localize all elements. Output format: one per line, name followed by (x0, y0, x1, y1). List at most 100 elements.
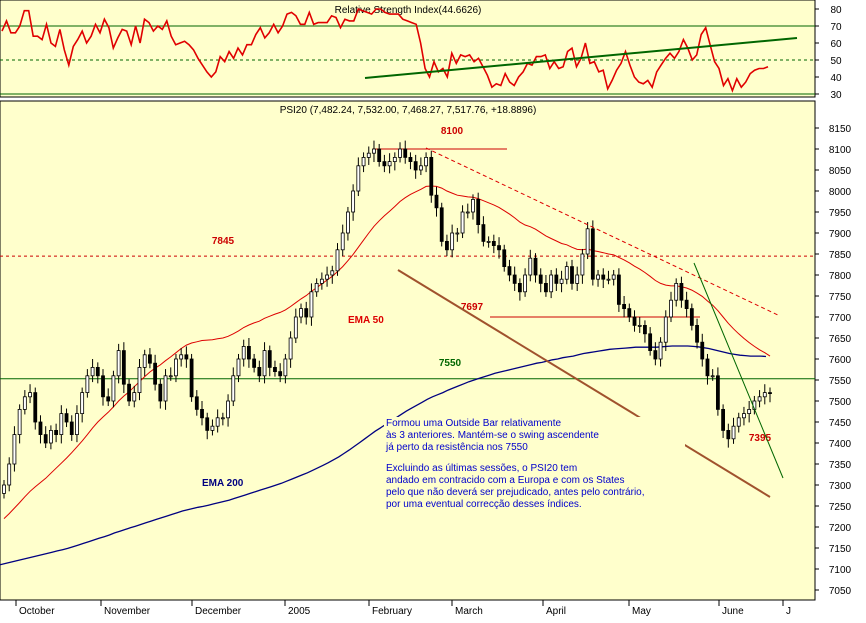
candle-body (148, 354, 152, 364)
candle-body (95, 366, 100, 377)
candle-body (283, 358, 288, 377)
candle-body (575, 274, 580, 284)
candle-body (596, 274, 600, 280)
candle-body (267, 350, 272, 368)
candle-body (669, 299, 673, 318)
price-tick-label: 8000 (829, 187, 852, 198)
candle-body (319, 278, 324, 284)
candle-body (632, 316, 637, 326)
candle-body (366, 152, 371, 158)
candle-body (742, 413, 746, 419)
candle-body (90, 366, 95, 377)
candle-body (236, 358, 241, 377)
x-axis: October November December 2005 February March… (0, 599, 815, 617)
candle-body (590, 228, 595, 280)
candle-body (33, 392, 38, 423)
x-tick-label: March (455, 606, 483, 617)
candle-body (17, 408, 22, 435)
price-tick-label: 7350 (829, 460, 852, 471)
price-tick-label: 7200 (829, 523, 852, 534)
candle-body (502, 249, 507, 268)
price-tick-label: 7450 (829, 418, 852, 429)
candle-body (22, 396, 27, 410)
candle-body (80, 392, 85, 415)
candle-body (679, 282, 684, 301)
candle-body (304, 308, 309, 318)
candle-body (585, 228, 590, 255)
rsi-panel: Relative Strength Index(44.6626) 30 40 50 6… (0, 0, 842, 101)
price-tick-label: 7650 (829, 334, 852, 345)
candle-body (643, 324, 647, 335)
price-tick-label: 7300 (829, 481, 852, 492)
candle-body (601, 274, 606, 280)
candle-body (554, 274, 559, 284)
level-label-7550: 7550 (439, 358, 462, 369)
support-resistance-levels: 8100 7845 7697 7550 7395 (0, 126, 815, 444)
candle-body (356, 165, 361, 192)
price-tick-label: 7550 (829, 376, 852, 387)
candle-body (127, 383, 131, 402)
candle-body (606, 278, 611, 281)
candle-body (54, 429, 59, 435)
price-trendline (693, 262, 784, 479)
candle-body (757, 396, 762, 402)
candle-body (38, 421, 43, 435)
candle-body (7, 463, 12, 486)
candle-body (710, 375, 715, 378)
level-label-7845: 7845 (212, 236, 235, 247)
candle-body (12, 434, 17, 465)
candle-body (220, 417, 225, 420)
candle-body (762, 392, 767, 398)
price-tick-label: 7250 (829, 502, 852, 513)
x-tick-label: November (104, 606, 151, 617)
rsi-tick-label: 60 (830, 39, 842, 50)
price-tick-label: 8100 (829, 145, 852, 156)
candle-body (491, 240, 496, 246)
candle-body (325, 274, 329, 280)
candle-body (398, 148, 402, 158)
ema50-line (3, 185, 771, 519)
candle-body (570, 266, 574, 284)
candle-body (434, 194, 439, 209)
candle-body (179, 354, 184, 360)
candle-body (2, 484, 6, 494)
candle-body (637, 324, 642, 327)
candle-body (111, 375, 116, 402)
price-title: PSI20 (7,482.24, 7,532.00, 7,468.27, 7,5… (280, 105, 537, 116)
candle-body (450, 232, 455, 251)
price-y-axis: 7050 7100 7150 7200 7250 7300 7350 7400 7450 7500… (815, 124, 852, 597)
candle-body (174, 358, 178, 377)
candle-body (476, 198, 481, 225)
candle-body (85, 375, 90, 393)
rsi-trendline (364, 37, 798, 79)
candle-body (346, 211, 350, 234)
candle-body (674, 282, 679, 301)
candle-body (471, 198, 475, 213)
candle-body (309, 291, 314, 318)
candle-body (736, 417, 741, 427)
candle-body (75, 413, 79, 436)
candle-body (273, 366, 277, 372)
candle-body (288, 337, 293, 360)
candle-body (700, 341, 705, 360)
candle-body (330, 270, 335, 276)
candle-body (59, 413, 64, 436)
candle-body (257, 366, 262, 377)
candle-body (616, 274, 621, 305)
candle-body (580, 253, 585, 276)
candle-body (335, 249, 340, 272)
x-tick-label: February (372, 606, 412, 617)
candle-body (497, 245, 501, 251)
rsi-tick-label: 30 (830, 90, 842, 101)
candle-body (523, 274, 527, 293)
annotation-box: Formou uma Outside Bar relativamente às … (384, 417, 685, 553)
price-tick-label: 7800 (829, 271, 852, 282)
candle-body (158, 383, 163, 402)
candle-body (382, 161, 387, 167)
candle-body (658, 341, 663, 360)
ema200-line (0, 345, 767, 566)
candle-body (455, 232, 460, 235)
candle-body (278, 371, 283, 377)
candle-body (538, 274, 543, 284)
